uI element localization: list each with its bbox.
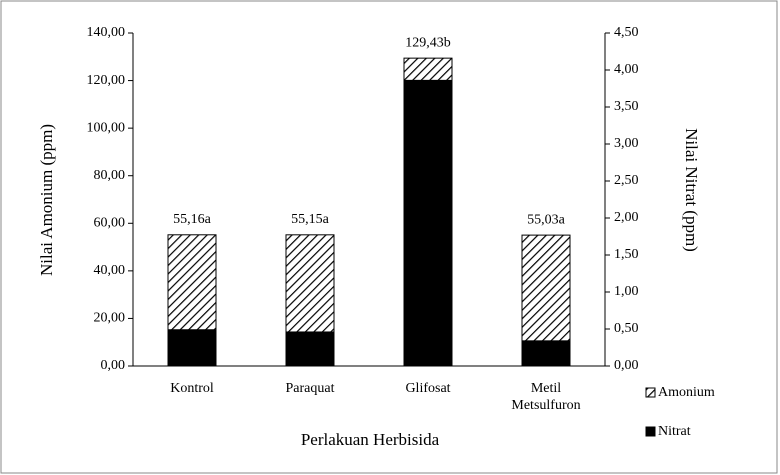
y-tick-label: 140,00 — [87, 25, 126, 40]
data-label: 55,16a — [173, 212, 212, 227]
y2-axis-title: Nilai Nitrat (ppm) — [682, 128, 701, 252]
y2-tick-label: 4,50 — [614, 25, 639, 40]
y2-tick-label: 1,00 — [614, 284, 639, 299]
x-tick-label: Paraquat — [285, 381, 335, 396]
y-tick-label: 120,00 — [87, 73, 126, 88]
y-tick-label: 20,00 — [94, 311, 126, 326]
x-tick-label: Glifosat — [405, 381, 451, 396]
y2-tick-label: 2,00 — [614, 210, 639, 225]
legend-label: Amonium — [658, 385, 715, 400]
y2-tick-label: 0,00 — [614, 358, 639, 373]
legend-swatch — [645, 426, 656, 437]
y2-tick-label: 1,50 — [614, 247, 639, 262]
y2-tick-label: 3,00 — [614, 136, 639, 151]
y2-tick-label: 4,00 — [614, 62, 639, 77]
y-tick-label: 100,00 — [87, 120, 126, 135]
y-tick-label: 80,00 — [94, 168, 126, 183]
bar — [285, 331, 335, 367]
x-tick-label: Kontrol — [170, 381, 214, 396]
y-tick-label: 40,00 — [94, 263, 126, 278]
bar — [403, 79, 453, 367]
y-axis-title: Nilai Amonium (ppm) — [37, 124, 56, 276]
x-axis-title: Perlakuan Herbisida — [301, 430, 440, 449]
data-label: 129,43b — [405, 35, 451, 50]
data-label: 55,15a — [291, 212, 330, 227]
legend-swatch — [645, 387, 656, 398]
y2-tick-label: 0,50 — [614, 321, 639, 336]
y2-tick-label: 3,50 — [614, 99, 639, 114]
x-tick-label: Metil Metsulfuron — [511, 381, 581, 413]
y2-tick-label: 2,50 — [614, 173, 639, 188]
y-tick-label: 0,00 — [101, 358, 126, 373]
y-tick-label: 60,00 — [94, 216, 126, 231]
bar — [521, 340, 571, 367]
legend-label: Nitrat — [658, 424, 691, 439]
data-label: 55,03a — [527, 212, 566, 227]
bar — [167, 329, 217, 367]
